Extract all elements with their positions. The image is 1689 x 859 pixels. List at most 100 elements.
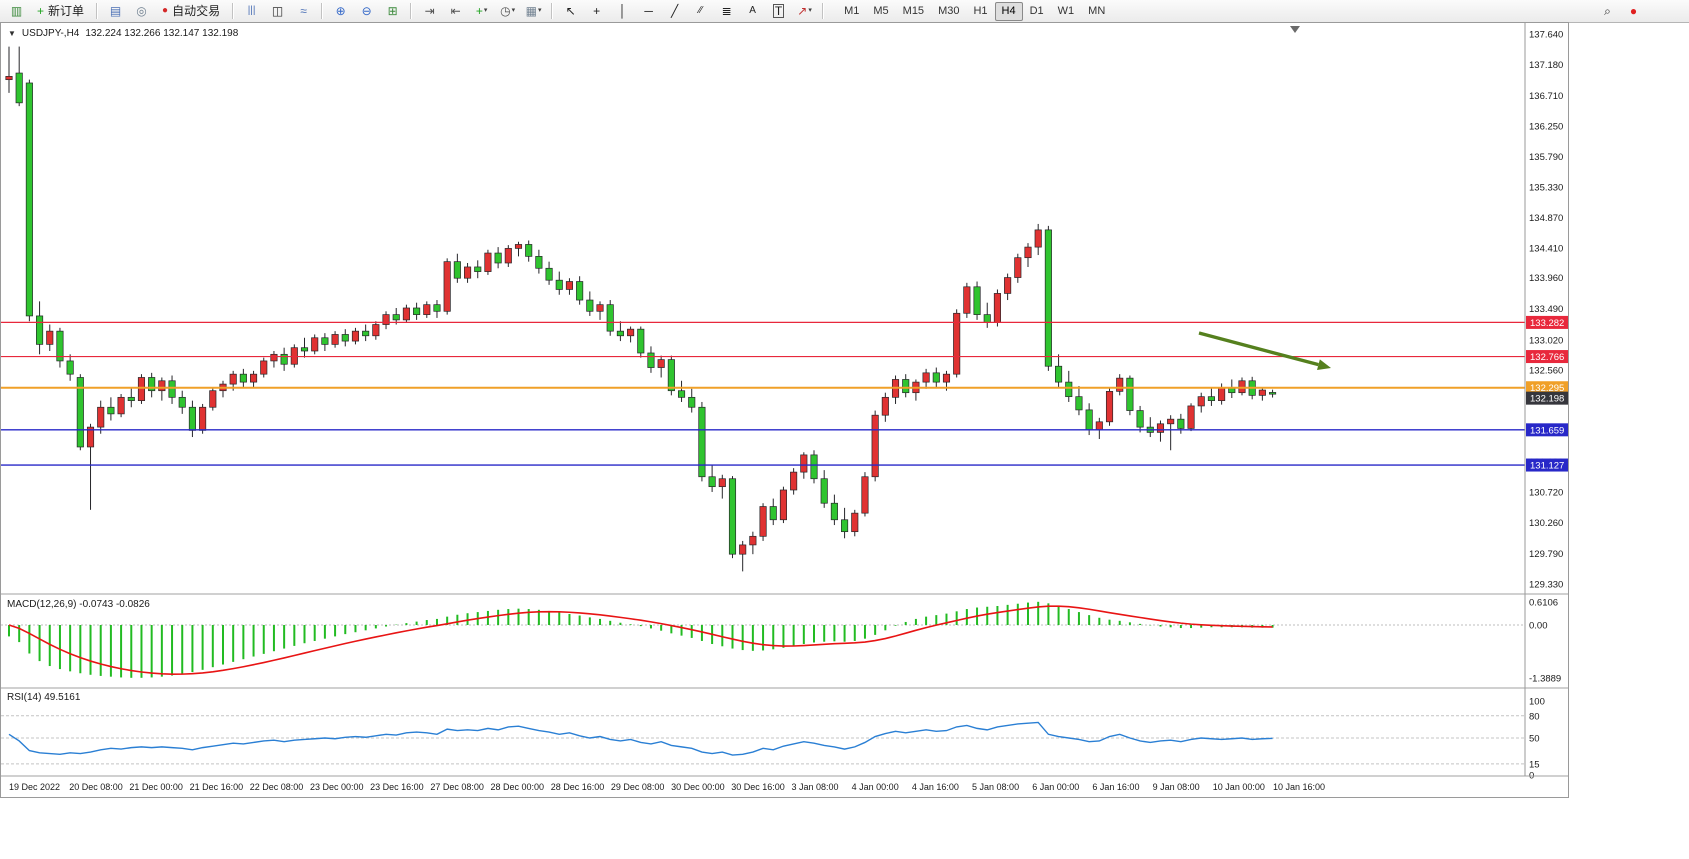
trendline-tool-button[interactable]: ╱ — [662, 1, 687, 21]
date-label: 30 Dec 00:00 — [671, 782, 725, 792]
templates-icon: ▦ — [525, 4, 537, 18]
price-axis-label: 133.020 — [1529, 335, 1563, 346]
timeframe-M15[interactable]: M15 — [902, 4, 925, 17]
date-label: 28 Dec 16:00 — [551, 782, 605, 792]
fibonacci-tool-button[interactable]: ≣ — [714, 1, 739, 21]
candle-body — [1187, 405, 1195, 429]
date-label: 10 Jan 16:00 — [1273, 782, 1325, 792]
candle-body — [1024, 246, 1032, 259]
candle-body — [260, 360, 268, 375]
timeframe-M30[interactable]: M30 — [938, 4, 960, 17]
candle-body — [107, 406, 115, 415]
text-tool-button[interactable]: A — [740, 1, 765, 21]
market-depth-button[interactable]: ▤ — [103, 1, 128, 21]
candle-body — [800, 454, 808, 473]
candle-body — [56, 330, 64, 362]
date-label: 23 Dec 00:00 — [310, 782, 364, 792]
candle-body — [311, 337, 319, 352]
candle-body — [790, 471, 798, 491]
channel-tool-button[interactable]: ∕∕ — [688, 1, 713, 21]
community-button[interactable]: ● — [1621, 1, 1646, 21]
timeframe-MN[interactable]: MN — [1088, 4, 1106, 17]
chart-shift-marker[interactable] — [1290, 26, 1300, 33]
signals-button[interactable]: ◎ — [129, 1, 154, 21]
candle-body — [321, 337, 329, 345]
toolbar-separator — [410, 3, 413, 19]
date-label: 19 Dec 2022 — [9, 782, 60, 792]
price-axis-label: 135.330 — [1529, 182, 1563, 193]
chart-shift-icon: ⇤ — [450, 4, 461, 18]
arrows-tool-button[interactable]: ↗ ▾ — [792, 1, 817, 21]
price-axis-label: 136.710 — [1529, 91, 1563, 102]
candle-body — [5, 76, 13, 81]
timeframe-W1[interactable]: W1 — [1057, 4, 1075, 17]
candle-body — [973, 286, 981, 315]
candle-body — [1126, 377, 1134, 411]
chevron-down-icon: ▾ — [483, 7, 488, 14]
chart-title: ▼ USDJPY-,H4 132.224 132.266 132.147 132… — [8, 28, 238, 39]
rsi-axis-label: 100 — [1529, 697, 1545, 708]
candlestick-chart-button[interactable]: ◫ — [265, 1, 290, 21]
line-chart-button[interactable]: ≈ — [291, 1, 316, 21]
candle-body — [209, 390, 217, 408]
new-order-button[interactable]: + 新订单 — [30, 1, 91, 21]
candle-body — [229, 373, 237, 385]
trend-arrow-line[interactable] — [1198, 331, 1319, 367]
zoom-out-button[interactable]: ⊖ — [354, 1, 379, 21]
candle-body — [525, 244, 533, 257]
vertical-line-tool-button[interactable]: │ — [610, 1, 635, 21]
horizontal-line-tool-button[interactable]: ─ — [636, 1, 661, 21]
timeframe-H1[interactable]: H1 — [973, 4, 988, 17]
candle-body — [1269, 392, 1277, 395]
collapse-icon[interactable]: ▼ — [8, 29, 16, 38]
timeframe-group: M1 M5 M15 M30 H1 H4 D1 W1 MN — [837, 1, 1112, 21]
periods-button[interactable]: ◷ ▾ — [495, 1, 520, 21]
search-icon: ⌕ — [1604, 4, 1611, 18]
zoom-in-button[interactable]: ⊕ — [328, 1, 353, 21]
candle-body — [749, 535, 757, 546]
candle-body — [688, 396, 696, 408]
vertical-line-icon: │ — [618, 4, 627, 18]
candle-body — [728, 478, 737, 555]
candle-body — [351, 330, 360, 342]
search-button[interactable]: ⌕ — [1595, 1, 1620, 21]
candle-body — [576, 281, 584, 301]
channel-icon: ∕∕ — [698, 5, 703, 16]
chart-shift-button[interactable]: ⇤ — [443, 1, 468, 21]
date-label: 4 Jan 16:00 — [912, 782, 959, 792]
rsi-axis-label: 80 — [1529, 711, 1540, 722]
tile-windows-button[interactable]: ⊞ — [380, 1, 405, 21]
candle-body — [759, 506, 767, 537]
text-icon: A — [749, 5, 756, 16]
cursor-tool-button[interactable]: ↖ — [558, 1, 583, 21]
date-label: 23 Dec 16:00 — [370, 782, 424, 792]
candle-body — [86, 426, 95, 448]
candle-body — [953, 312, 961, 375]
timeframe-D1[interactable]: D1 — [1029, 4, 1044, 17]
date-label: 9 Jan 08:00 — [1153, 782, 1200, 792]
crosshair-tool-button[interactable]: + — [584, 1, 609, 21]
candle-body — [117, 396, 125, 415]
indicators-button[interactable]: + ▾ — [469, 1, 494, 21]
rsi-line — [8, 721, 1273, 756]
timeframe-H4[interactable]: H4 — [994, 1, 1023, 21]
candle-body — [270, 353, 278, 362]
templates-button[interactable]: ▦ ▾ — [521, 1, 546, 21]
bar-chart-button[interactable]: ||| — [239, 1, 264, 21]
candle-body — [1167, 418, 1175, 425]
date-label: 10 Jan 00:00 — [1213, 782, 1265, 792]
auto-scroll-button[interactable]: ⇥ — [417, 1, 442, 21]
candle-body — [36, 315, 44, 345]
auto-trading-button[interactable]: ● 自动交易 — [155, 1, 227, 21]
text-label-tool-button[interactable]: T — [766, 1, 791, 21]
timeframe-M5[interactable]: M5 — [873, 4, 889, 17]
chart-canvas[interactable]: 137.640 137.180 136.710 136.250 135.790 135.3… — [1, 23, 1568, 797]
candle-body — [871, 414, 879, 478]
candle-body — [1197, 396, 1205, 407]
candle-body — [1218, 387, 1226, 401]
trend-arrow-head[interactable] — [1317, 359, 1331, 370]
chevron-down-icon: ▾ — [538, 7, 542, 14]
timeframe-M1[interactable]: M1 — [844, 4, 860, 17]
candle-body — [402, 307, 410, 321]
chart-window-icon[interactable]: ▥ — [4, 1, 29, 21]
